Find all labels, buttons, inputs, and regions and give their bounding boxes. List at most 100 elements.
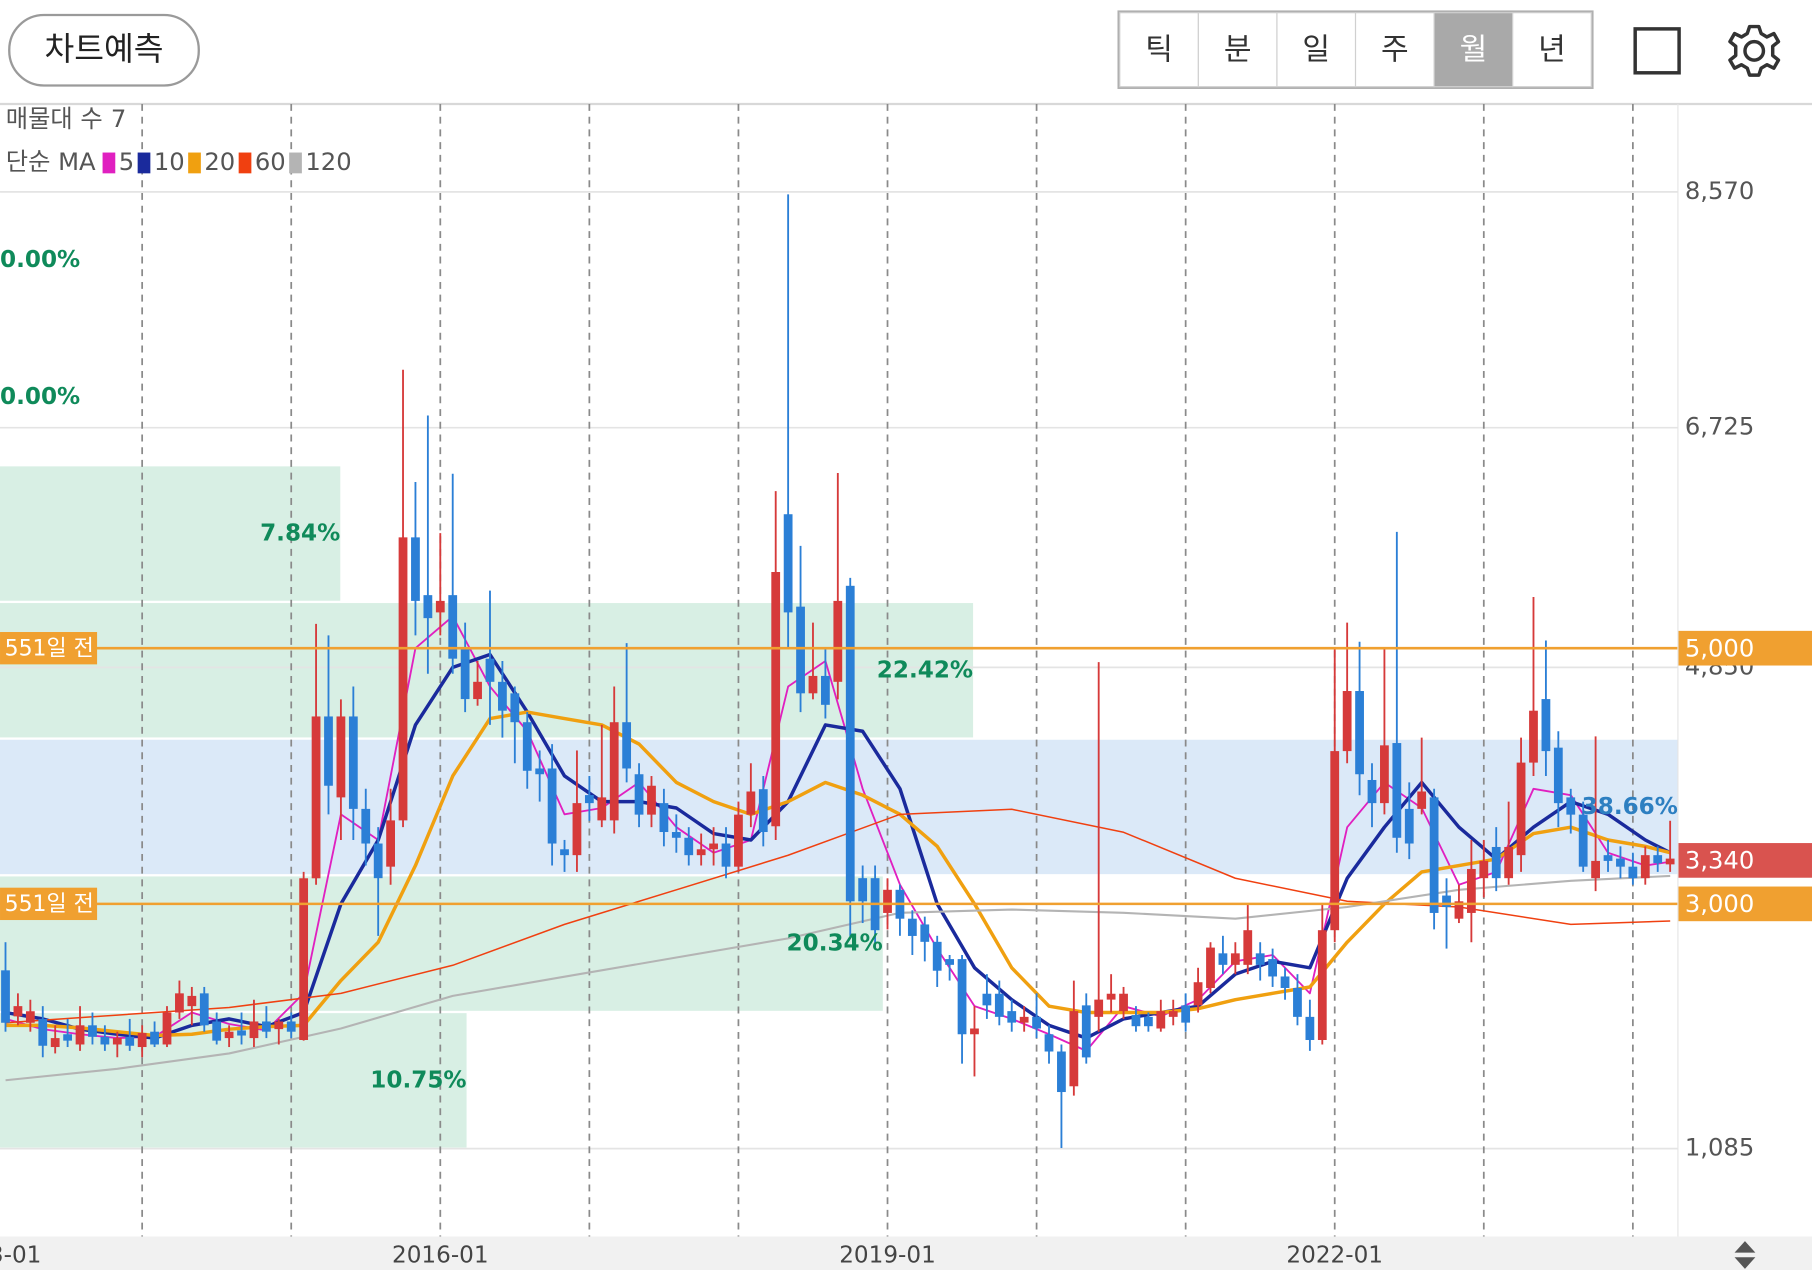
price-tag bbox=[1677, 886, 1812, 922]
candle-body bbox=[622, 722, 632, 769]
predict-button[interactable] bbox=[8, 13, 200, 87]
candles bbox=[1, 194, 1675, 1149]
gear-outline bbox=[1728, 24, 1781, 77]
legend-label: 10 bbox=[154, 147, 185, 176]
candle-body bbox=[1665, 858, 1675, 865]
candle-body bbox=[1181, 1005, 1191, 1023]
candle-body bbox=[361, 808, 371, 844]
candle-body bbox=[932, 941, 942, 971]
candle-body bbox=[1317, 930, 1327, 1041]
candle-body bbox=[1280, 976, 1290, 988]
period-label[interactable]: 분 bbox=[1224, 32, 1252, 67]
candle-body bbox=[1206, 947, 1215, 988]
period-button[interactable] bbox=[1119, 12, 1199, 88]
candle-body bbox=[796, 606, 805, 694]
candle-body bbox=[286, 1021, 296, 1032]
candle-body bbox=[448, 595, 458, 659]
candle-body bbox=[1131, 1015, 1141, 1027]
candle-body bbox=[261, 1021, 271, 1032]
candle-body bbox=[1504, 846, 1514, 879]
candle-body bbox=[137, 1032, 147, 1048]
candle-body bbox=[647, 785, 656, 815]
candle-body bbox=[1392, 743, 1402, 838]
period-button[interactable] bbox=[1197, 12, 1278, 88]
candle-body bbox=[945, 959, 955, 965]
candle-body bbox=[994, 993, 1004, 1017]
candle-body bbox=[13, 1006, 23, 1017]
candle-body bbox=[373, 843, 383, 879]
candle-body bbox=[1479, 860, 1489, 879]
candle-body bbox=[212, 1021, 222, 1041]
candle-body bbox=[435, 600, 445, 613]
x-tick-label: 2022-01 bbox=[1286, 1243, 1383, 1269]
legend-swatch bbox=[238, 152, 252, 174]
candle-body bbox=[398, 537, 408, 821]
candle-body bbox=[609, 722, 619, 821]
candle-body bbox=[1218, 953, 1228, 965]
price-line-note: 551일 전 bbox=[5, 636, 94, 661]
candle-body bbox=[746, 791, 756, 815]
axis-resize-icon[interactable] bbox=[1734, 1241, 1756, 1269]
candle-body bbox=[1653, 855, 1663, 864]
candle-body bbox=[1081, 1005, 1091, 1058]
overlays: 매물대 수 7 10.75% 20.34% 38.66% 22.42% 7.84% 0.00… bbox=[0, 104, 1812, 1269]
candle-body bbox=[1330, 751, 1340, 931]
candle-body bbox=[1069, 1011, 1079, 1087]
volume-band bbox=[0, 466, 341, 601]
candle-body bbox=[498, 681, 507, 711]
settings-icon[interactable] bbox=[1728, 24, 1781, 77]
candle-body bbox=[1243, 930, 1253, 965]
period-button[interactable] bbox=[1354, 12, 1435, 88]
candle-body bbox=[1578, 814, 1588, 867]
candle-body bbox=[845, 585, 855, 902]
candle-body bbox=[547, 768, 557, 844]
volume-band bbox=[0, 739, 1678, 875]
candle-body bbox=[1466, 868, 1476, 913]
candle-body bbox=[535, 768, 545, 775]
candle-body bbox=[473, 681, 482, 700]
arrow-up bbox=[1734, 1241, 1756, 1253]
candle-body bbox=[1417, 791, 1427, 809]
candle-body bbox=[125, 1036, 135, 1046]
candle-body bbox=[1293, 987, 1302, 1017]
period-button[interactable] bbox=[1512, 12, 1592, 88]
candle-body bbox=[1255, 953, 1265, 965]
ma-line bbox=[5, 615, 1671, 1052]
period-button[interactable] bbox=[1276, 12, 1357, 88]
period-button[interactable] bbox=[1433, 12, 1514, 88]
period-label[interactable]: 일 bbox=[1302, 32, 1330, 67]
layout-icon[interactable] bbox=[1633, 27, 1681, 75]
candle-body bbox=[1404, 808, 1414, 844]
candle-body bbox=[920, 924, 930, 942]
candle-body bbox=[75, 1025, 85, 1045]
candle-body bbox=[634, 774, 644, 815]
candle-body bbox=[1429, 797, 1439, 913]
candle-body bbox=[187, 995, 197, 1007]
grid bbox=[0, 104, 1678, 1237]
y-tick-label: 1,085 bbox=[1685, 1133, 1754, 1162]
period-label[interactable]: 주 bbox=[1381, 32, 1409, 67]
predict-button-label[interactable]: 차트예측 bbox=[45, 30, 164, 68]
legend-swatch bbox=[102, 152, 116, 174]
candle-body bbox=[1553, 747, 1563, 804]
candle-body bbox=[1007, 1011, 1017, 1023]
x-tick-label: 2019-01 bbox=[839, 1243, 936, 1269]
candle-body bbox=[522, 722, 532, 771]
period-label[interactable]: 틱 bbox=[1145, 32, 1173, 67]
candle-body bbox=[1094, 999, 1104, 1017]
candle-body bbox=[1019, 1016, 1029, 1023]
period-label[interactable]: 년 bbox=[1538, 32, 1566, 67]
candle-body bbox=[1342, 691, 1352, 752]
candle-body bbox=[1168, 1011, 1178, 1017]
candle-body bbox=[1603, 855, 1613, 861]
candle-body bbox=[696, 849, 706, 856]
period-label[interactable]: 월 bbox=[1460, 32, 1488, 67]
price-tag-label: 3,000 bbox=[1685, 889, 1754, 918]
volume-band-label: 20.34% bbox=[787, 931, 883, 957]
candle-body bbox=[821, 675, 830, 705]
candle-body bbox=[1032, 1016, 1041, 1029]
legend-label: 20 bbox=[204, 147, 235, 176]
current-price-tag bbox=[1677, 843, 1812, 878]
candle-body bbox=[783, 514, 793, 613]
